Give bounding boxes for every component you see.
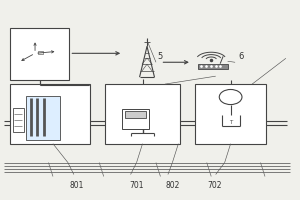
Bar [122, 109, 148, 129]
Text: 801: 801 [70, 181, 84, 190]
Text: 802: 802 [165, 181, 180, 190]
Bar [105, 84, 180, 144]
Bar [195, 84, 266, 144]
Bar [13, 108, 24, 132]
Text: 702: 702 [207, 181, 221, 190]
Bar [124, 111, 146, 118]
Bar [198, 64, 228, 69]
Bar [10, 28, 69, 80]
Bar [26, 96, 60, 140]
Text: 701: 701 [129, 181, 144, 190]
Bar [10, 84, 90, 144]
Text: T: T [229, 120, 232, 125]
Text: 5: 5 [158, 52, 163, 61]
Bar [38, 51, 44, 54]
Text: 6: 6 [238, 52, 244, 61]
